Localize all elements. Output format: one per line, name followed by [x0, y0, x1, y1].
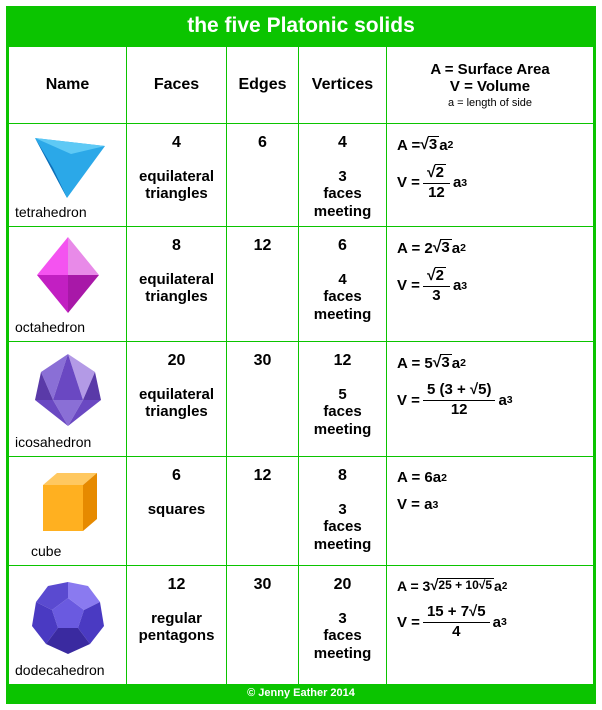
vertices-count: 6: [301, 237, 384, 255]
head-vertices: Vertices: [299, 47, 387, 124]
formula-cell: A = 53 a2 V = 5 (3 + √5)12 a3: [387, 342, 594, 457]
faces-count: 20: [129, 352, 224, 370]
name-cell: dodecahedron: [9, 566, 127, 685]
footer: © Jenny Eather 2014: [8, 685, 594, 702]
volume-formula: V = a3: [397, 496, 587, 513]
vertices-note: 4facesmeeting: [301, 271, 384, 323]
vertices-note: 3facesmeeting: [301, 610, 384, 662]
dodecahedron-icon: [22, 572, 114, 660]
solid-name: icosahedron: [11, 434, 124, 450]
edges-cell: 30: [227, 342, 299, 457]
faces-type: equilateraltriangles: [129, 386, 224, 421]
faces-count: 4: [129, 134, 224, 152]
head-formula: A = Surface Area V = Volume a = length o…: [387, 47, 594, 124]
vertices-cell: 6 4facesmeeting: [299, 227, 387, 342]
faces-type: regularpentagons: [129, 610, 224, 645]
faces-type: equilateraltriangles: [129, 168, 224, 203]
volume-formula: V = 23 a3: [397, 267, 587, 304]
faces-cell: 20 equilateraltriangles: [127, 342, 227, 457]
faces-cell: 4 equilateraltriangles: [127, 124, 227, 227]
area-formula: A = 325 + 10√5 a2: [397, 578, 587, 594]
formula-cell: A = 23 a2 V = 23 a3: [387, 227, 594, 342]
edges-count: 6: [229, 134, 296, 152]
faces-count: 8: [129, 237, 224, 255]
area-formula: A = 23 a2: [397, 239, 587, 257]
solids-table: Name Faces Edges Vertices A = Surface Ar…: [8, 46, 594, 685]
vertices-cell: 8 3facesmeeting: [299, 457, 387, 566]
formula-cell: A = 3 a2 V = 212 a3: [387, 124, 594, 227]
cube-icon: [25, 463, 111, 541]
infographic-frame: the five Platonic solids Name Faces Edge…: [6, 6, 596, 704]
head-formula-l3: a = length of side: [389, 97, 591, 109]
vertices-count: 8: [301, 467, 384, 485]
formula-cell: A = 325 + 10√5 a2 V = 15 + 7√54 a3: [387, 566, 594, 685]
volume-formula: V = 5 (3 + √5)12 a3: [397, 382, 587, 418]
head-formula-l1: A = Surface Area: [430, 61, 549, 78]
name-cell: octahedron: [9, 227, 127, 342]
tetrahedron-icon: [23, 130, 113, 202]
vertices-note: 3facesmeeting: [301, 168, 384, 220]
solid-name: tetrahedron: [11, 204, 124, 220]
edges-count: 30: [229, 576, 296, 594]
faces-cell: 8 equilateraltriangles: [127, 227, 227, 342]
vertices-cell: 20 3facesmeeting: [299, 566, 387, 685]
header-row: Name Faces Edges Vertices A = Surface Ar…: [9, 47, 594, 124]
edges-count: 30: [229, 352, 296, 370]
vertices-note: 5facesmeeting: [301, 386, 384, 438]
name-cell: cube: [9, 457, 127, 566]
table-row: dodecahedron 12 regularpentagons 30 20 3…: [9, 566, 594, 685]
faces-cell: 6 squares: [127, 457, 227, 566]
edges-cell: 12: [227, 457, 299, 566]
head-faces: Faces: [127, 47, 227, 124]
faces-type: squares: [129, 501, 224, 518]
table-row: icosahedron 20 equilateraltriangles 30 1…: [9, 342, 594, 457]
name-cell: icosahedron: [9, 342, 127, 457]
head-name: Name: [9, 47, 127, 124]
table-row: octahedron 8 equilateraltriangles 12 6 4…: [9, 227, 594, 342]
title: the five Platonic solids: [8, 8, 594, 46]
name-cell: tetrahedron: [9, 124, 127, 227]
edges-cell: 30: [227, 566, 299, 685]
volume-formula: V = 212 a3: [397, 164, 587, 201]
vertices-note: 3facesmeeting: [301, 501, 384, 553]
solid-name: dodecahedron: [11, 662, 124, 678]
faces-cell: 12 regularpentagons: [127, 566, 227, 685]
edges-cell: 6: [227, 124, 299, 227]
edges-count: 12: [229, 237, 296, 255]
table-row: cube 6 squares 12 8 3facesmeeting A = 6a…: [9, 457, 594, 566]
faces-type: equilateraltriangles: [129, 271, 224, 306]
area-formula: A = 6a2: [397, 469, 587, 486]
table-row: tetrahedron 4 equilateraltriangles 6 4 3…: [9, 124, 594, 227]
octahedron-icon: [23, 233, 113, 317]
edges-count: 12: [229, 467, 296, 485]
icosahedron-icon: [23, 348, 113, 432]
head-formula-l2: V = Volume: [450, 78, 530, 95]
vertices-count: 20: [301, 576, 384, 594]
edges-cell: 12: [227, 227, 299, 342]
formula-cell: A = 6a2 V = a3: [387, 457, 594, 566]
area-formula: A = 3 a2: [397, 136, 587, 154]
vertices-cell: 4 3facesmeeting: [299, 124, 387, 227]
solid-name: cube: [11, 543, 124, 559]
faces-count: 6: [129, 467, 224, 485]
solid-name: octahedron: [11, 319, 124, 335]
faces-count: 12: [129, 576, 224, 594]
head-edges: Edges: [227, 47, 299, 124]
vertices-cell: 12 5facesmeeting: [299, 342, 387, 457]
vertices-count: 4: [301, 134, 384, 152]
vertices-count: 12: [301, 352, 384, 370]
area-formula: A = 53 a2: [397, 354, 587, 372]
volume-formula: V = 15 + 7√54 a3: [397, 604, 587, 640]
